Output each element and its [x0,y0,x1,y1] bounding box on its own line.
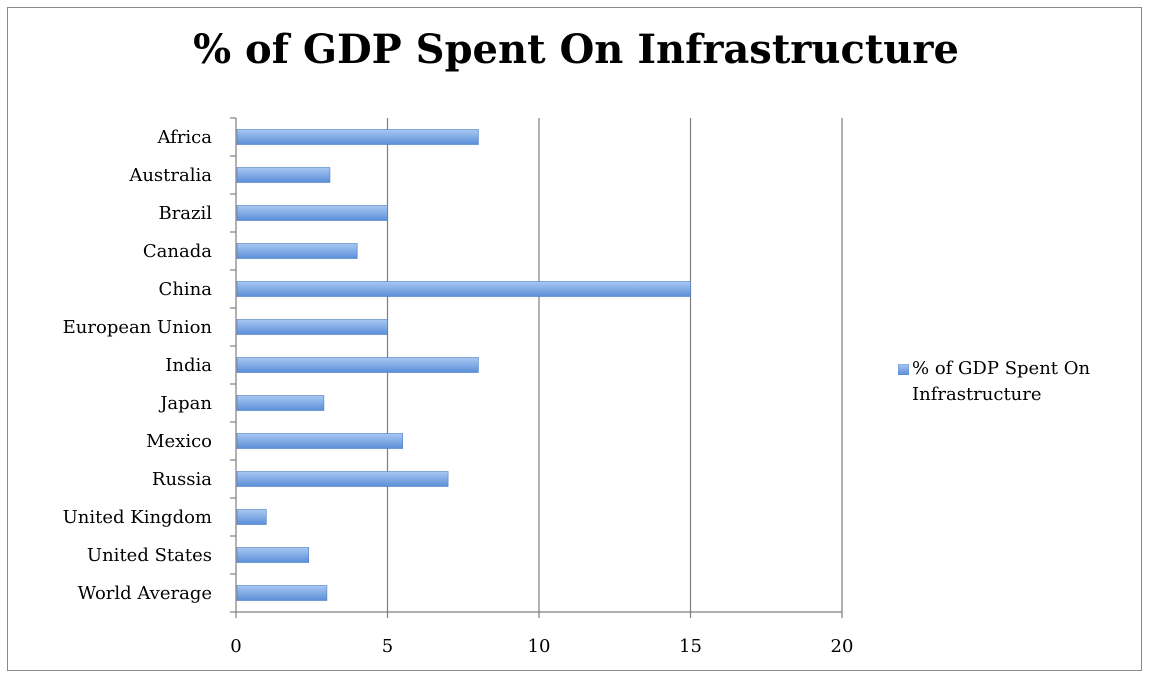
legend-label: % of GDP Spent On Infrastructure [912,358,1091,405]
tick-labels: 0 5 10 15 20 Africa Australia Brazil Canada China… [63,127,854,657]
x-tick-label-0: 0 [230,636,241,657]
bar-japan [236,395,325,411]
bar-united-kingdom [236,509,267,525]
bar-australia [236,167,331,183]
bar-canada [236,243,358,259]
chart-frame [7,7,1142,671]
bar-world-average [236,585,328,601]
bar-india [236,357,479,373]
y-tick-label-canada: Canada [143,241,212,262]
bar-africa [236,129,479,145]
y-tick-label-australia: Australia [128,165,212,186]
legend: % of GDP Spent On Infrastructure [898,356,1143,408]
bar-russia [236,471,449,487]
y-tick-label-africa: Africa [156,127,212,148]
axes [230,117,843,618]
y-tick-label-mexico: Mexico [146,431,212,452]
y-tick-label-united-states: United States [87,545,212,566]
x-tick-label-15: 15 [679,636,702,657]
x-tick-label-10: 10 [528,636,551,657]
y-tick-label-european-union: European Union [63,317,213,338]
x-tick-label-5: 5 [382,636,393,657]
y-tick-label-brazil: Brazil [158,203,212,224]
y-tick-label-world-average: World Average [78,583,212,604]
y-tick-label-china: China [159,279,213,300]
bar-brazil [236,205,388,221]
y-tick-label-japan: Japan [158,393,212,414]
legend-swatch [898,364,909,375]
bars [236,129,691,601]
y-tick-label-russia: Russia [152,469,212,490]
bar-china [236,281,691,297]
bar-european-union [236,319,388,335]
y-tick-label-india: India [165,355,212,376]
chart-title: % of GDP Spent On Infrastructure [193,26,959,73]
x-tick-label-20: 20 [831,636,854,657]
bar-mexico [236,433,403,449]
y-tick-label-united-kingdom: United Kingdom [63,507,212,528]
bar-united-states [236,547,310,563]
